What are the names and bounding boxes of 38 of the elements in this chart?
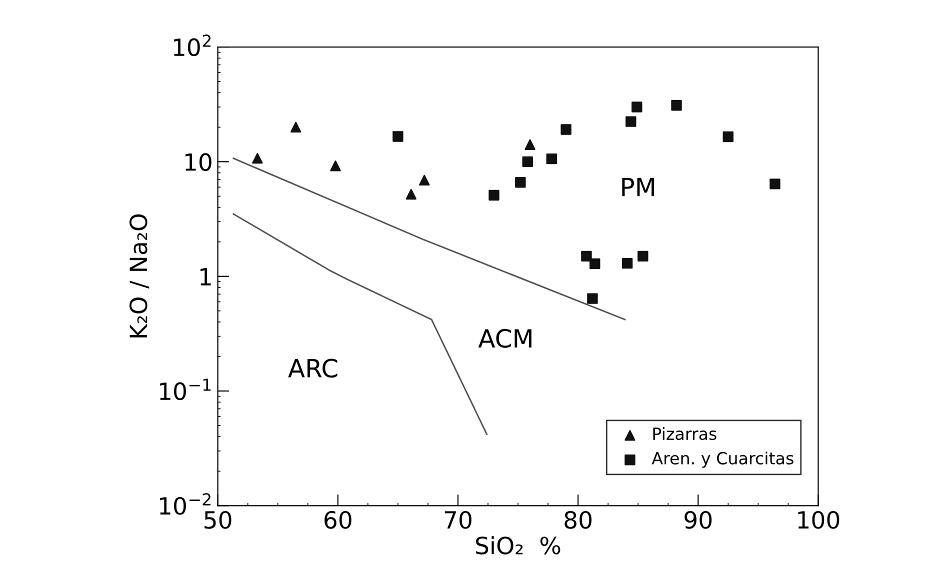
point: [515, 177, 526, 188]
point: [406, 188, 416, 200]
annotation: PM: [622, 178, 654, 196]
y-axis-title: K₂O / Na₂O: [129, 214, 150, 338]
point: [590, 258, 600, 270]
point: [330, 160, 341, 172]
x-axis-title: SiO₂ %: [476, 536, 560, 554]
point: [770, 178, 780, 190]
point: [638, 250, 648, 262]
point: [546, 153, 557, 164]
x-tick-label: 100: [798, 510, 840, 529]
annotation: ARC: [288, 358, 338, 378]
point: [488, 190, 500, 201]
x-tick-label: 70: [444, 510, 472, 529]
point: [622, 258, 633, 269]
point: [522, 156, 533, 168]
legend-label: Aren. y Cuarcitas: [652, 452, 794, 468]
point: [722, 131, 734, 142]
x-tick-label: 80: [564, 510, 592, 529]
legend-label: Pizarras: [653, 427, 716, 440]
y-tick-label: 1: [200, 268, 211, 286]
point: [587, 293, 598, 304]
point: [524, 139, 536, 150]
point: [581, 250, 592, 262]
point: [626, 116, 636, 127]
y-tick-label: 10$^{−1}$: [160, 378, 211, 400]
point: [671, 100, 682, 111]
point: [418, 174, 430, 186]
y-tick-label: 10: [185, 153, 212, 172]
point: [252, 152, 263, 164]
annotation: ACM: [478, 328, 532, 348]
point: [632, 102, 642, 112]
x-tick-label: 90: [684, 510, 712, 529]
point: [560, 124, 572, 135]
point: [392, 131, 404, 142]
point: [290, 122, 302, 133]
y-tick-label: 10$^{2}$: [174, 34, 211, 56]
x-tick-label: 60: [324, 510, 352, 529]
